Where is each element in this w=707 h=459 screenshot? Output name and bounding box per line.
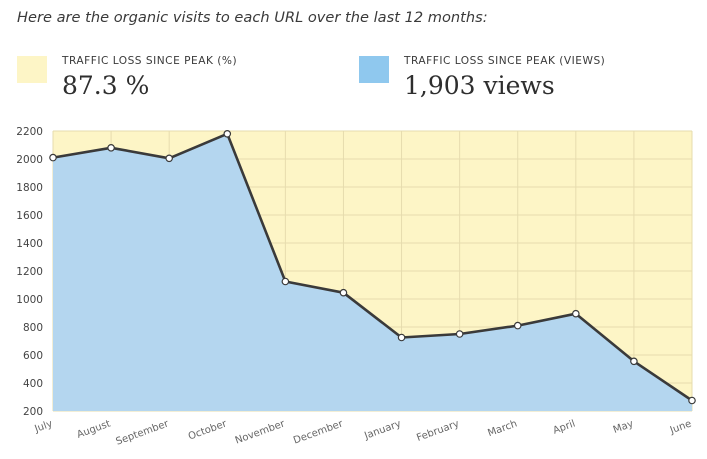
data-point [107, 144, 115, 152]
y-tick-label: 400 [23, 378, 43, 390]
x-tick-label: October [187, 418, 229, 442]
series-line [52, 132, 693, 402]
y-tick-label: 200 [23, 406, 43, 418]
x-tick-label: August [75, 418, 112, 440]
x-tick-label: December [292, 418, 345, 446]
percent-stat-label: TRAFFIC LOSS SINCE PEAK (%) [62, 55, 238, 67]
percent-legend-swatch [17, 56, 47, 83]
intro-text: Here are the organic visits to each URL … [17, 9, 488, 26]
views-stat-value: 1,903 views [404, 71, 555, 100]
x-tick-label: February [415, 418, 460, 444]
y-tick-label: 1000 [16, 294, 43, 306]
x-tick-label: September [114, 418, 171, 448]
y-tick-label: 1400 [16, 238, 43, 250]
x-tick-label: November [234, 418, 287, 446]
y-tick-label: 800 [23, 322, 43, 334]
series-area [53, 133, 692, 412]
data-point [572, 309, 580, 318]
y-tick-label: 2000 [16, 154, 43, 166]
data-point [513, 321, 522, 330]
traffic-loss-views-stat: TRAFFIC LOSS SINCE PEAK (VIEWS) 1,903 vi… [359, 55, 689, 107]
data-point [339, 288, 348, 297]
x-tick-label: January [362, 418, 402, 442]
y-tick-label: 1200 [16, 266, 43, 278]
data-point [223, 130, 232, 138]
data-point [397, 333, 406, 342]
x-tick-label: May [612, 418, 635, 435]
data-point [630, 357, 638, 366]
x-tick-label: March [486, 418, 518, 439]
x-tick-label: July [32, 418, 54, 435]
data-point [49, 153, 57, 162]
views-legend-swatch [359, 56, 389, 83]
data-point [281, 277, 290, 286]
x-tick-label: April [552, 418, 577, 436]
y-tick-label: 1600 [16, 210, 43, 222]
x-tick-label: June [668, 418, 693, 436]
data-point [688, 396, 696, 405]
y-tick-label: 1800 [16, 182, 43, 194]
traffic-loss-percent-stat: TRAFFIC LOSS SINCE PEAK (%) 87.3 % [17, 55, 317, 107]
views-stat-label: TRAFFIC LOSS SINCE PEAK (VIEWS) [404, 55, 606, 67]
y-tick-label: 2200 [16, 126, 43, 138]
y-tick-label: 600 [23, 350, 43, 362]
data-point [455, 330, 464, 338]
data-point [165, 154, 173, 163]
percent-stat-value: 87.3 % [62, 71, 150, 100]
